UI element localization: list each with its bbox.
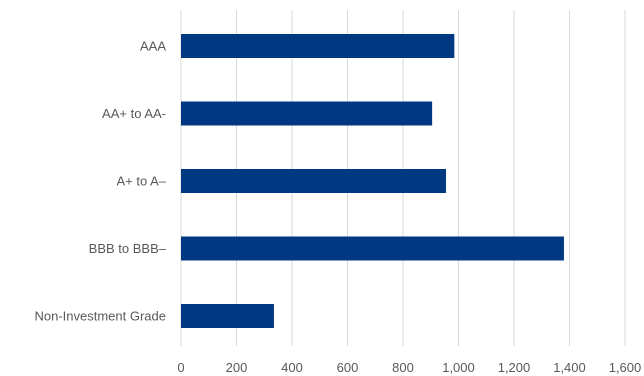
category-label: AA+ to AA- — [102, 106, 166, 121]
bar — [181, 236, 564, 261]
x-tick-label: 400 — [281, 360, 303, 375]
bars — [181, 34, 564, 328]
x-tick-label: 600 — [337, 360, 359, 375]
x-tick-labels: 0 200 400 600 800 1,000 1,200 1,400 1,600 — [177, 360, 641, 375]
category-label: BBB to BBB– — [89, 241, 167, 256]
category-label: A+ to A– — [116, 174, 166, 189]
bar — [181, 169, 447, 193]
x-tick-label: 1,600 — [609, 360, 642, 375]
bar — [181, 34, 455, 58]
x-tick-label: 1,000 — [442, 360, 475, 375]
category-label: Non-Investment Grade — [34, 309, 166, 324]
category-label: AAA — [140, 39, 166, 54]
x-tick-label: 0 — [177, 360, 184, 375]
x-tick-label: 800 — [392, 360, 414, 375]
x-tick-label: 1,400 — [553, 360, 586, 375]
x-tick-label: 200 — [226, 360, 248, 375]
x-tick-label: 1,200 — [498, 360, 531, 375]
bar — [181, 304, 274, 328]
bar — [181, 101, 433, 126]
category-labels: AAA AA+ to AA- A+ to A– BBB to BBB– Non-Inve… — [34, 39, 166, 324]
